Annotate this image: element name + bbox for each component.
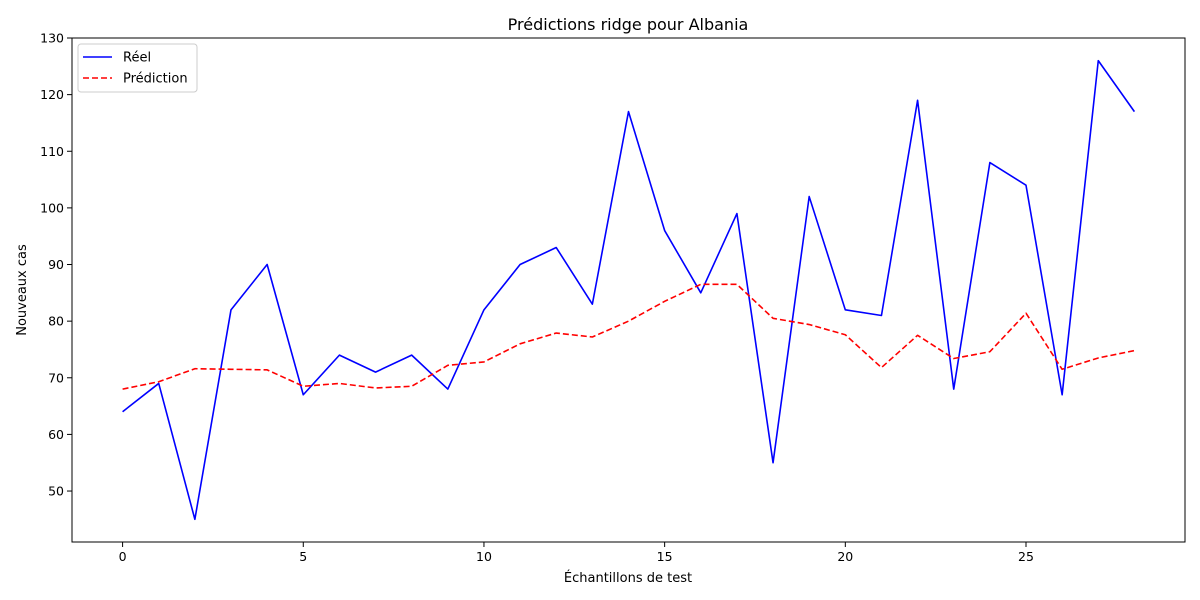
y-tick-label: 130 (40, 31, 64, 46)
y-axis: 50 60 70 80 90 100 110 120 130 (40, 31, 72, 499)
plot-frame (71, 37, 1186, 543)
x-tick-label: 5 (299, 549, 307, 564)
x-tick-label: 10 (476, 549, 492, 564)
legend-label-1: Réel (123, 51, 151, 66)
y-axis-title: Nouveaux cas (15, 244, 30, 336)
chart-title: Prédictions ridge pour Albania (508, 15, 749, 34)
y-tick-label: 80 (48, 314, 64, 329)
y-tick-label: 90 (48, 257, 64, 272)
series-line-2 (122, 283, 1135, 390)
plot-area (122, 59, 1136, 521)
legend-box (77, 43, 198, 93)
series-line-1 (122, 59, 1136, 521)
legend: Réel Prédiction (77, 43, 198, 93)
y-tick-label: 110 (40, 144, 64, 159)
y-tick-label: 70 (48, 370, 64, 385)
y-tick-label: 120 (40, 87, 64, 102)
x-axis: 0 5 10 15 20 25 (119, 542, 1034, 564)
legend-label-2: Prédiction (123, 72, 188, 87)
x-tick-label: 0 (119, 549, 127, 564)
y-tick-label: 60 (48, 427, 64, 442)
x-tick-label: 15 (657, 549, 673, 564)
x-tick-label: 20 (837, 549, 853, 564)
x-axis-title: Échantillons de test (564, 570, 692, 586)
y-tick-label: 100 (40, 200, 64, 215)
x-tick-label: 25 (1018, 549, 1034, 564)
y-tick-label: 50 (48, 484, 64, 499)
